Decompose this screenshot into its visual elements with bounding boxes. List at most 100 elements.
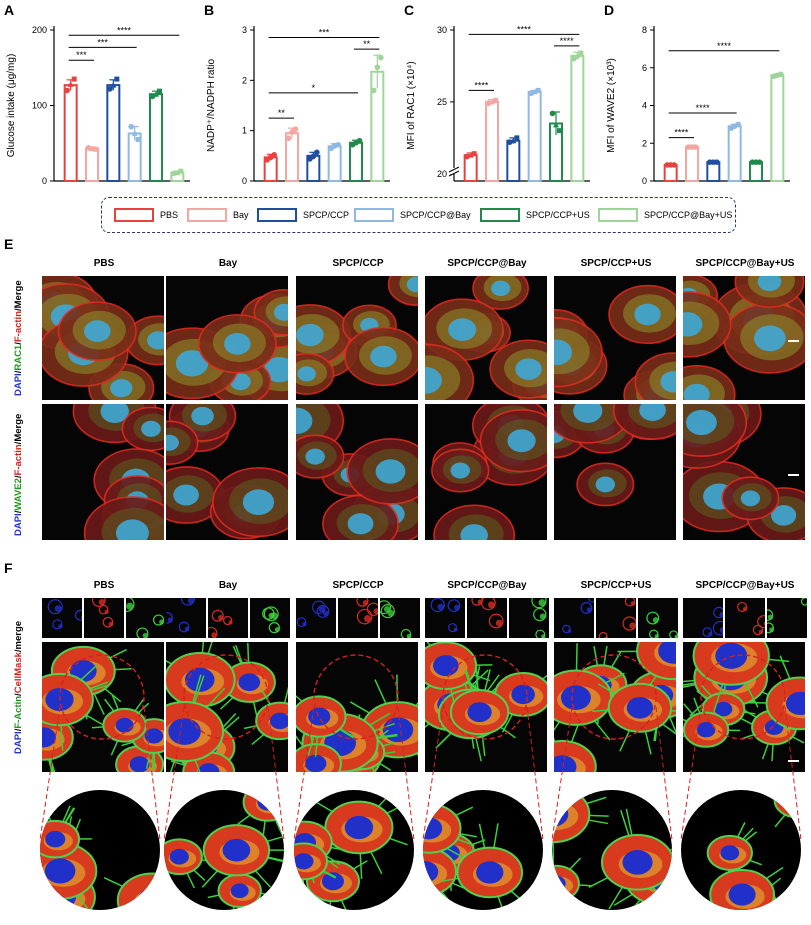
cell-stain: [488, 613, 504, 629]
cell-stain: [218, 615, 224, 621]
zoom-connector-line: [680, 706, 702, 841]
cell-stain: [652, 617, 659, 623]
cell-stain: [719, 611, 723, 618]
y-axis-title: MFI of WAVE2 (×10³): [606, 58, 617, 153]
significance-label: ***: [97, 37, 108, 47]
legend-label: SPCP/CCP@Bay: [400, 210, 471, 220]
cell-stain: [159, 619, 165, 625]
data-point: [378, 54, 384, 61]
channel-thumbnail: [166, 598, 206, 638]
column-header: SPCP/CCP+US: [580, 580, 652, 591]
cell-stain: [624, 598, 636, 607]
scale-bar: [788, 340, 799, 342]
micrograph-tile: [425, 276, 547, 400]
cell-stain: [742, 606, 748, 612]
cell-stain: [674, 634, 678, 638]
micrograph-image: [552, 790, 672, 910]
cell-nucleus: [273, 303, 288, 321]
cell-stain: [316, 604, 330, 618]
micrograph-image: [430, 598, 461, 633]
data-point: [531, 88, 538, 95]
zoom-connector-line: [143, 706, 161, 841]
cell-nucleus: [757, 276, 782, 292]
cell-nucleus: [785, 691, 805, 716]
cell-nucleus: [370, 345, 397, 368]
cell-stain: [806, 602, 807, 605]
cell-stain: [380, 604, 395, 619]
cell-stain: [268, 612, 275, 619]
micrograph-image: [42, 276, 164, 400]
data-point: [485, 100, 492, 107]
micrograph-image: [683, 642, 805, 762]
cell-stain: [104, 609, 109, 614]
zoom-connector-line: [163, 706, 185, 841]
cell-stain: [152, 614, 165, 626]
significance-label: ****: [474, 80, 489, 90]
cell-stain: [380, 600, 392, 615]
y-tick-label: 4: [642, 101, 647, 111]
data-point: [353, 139, 359, 146]
scale-bar: [788, 474, 799, 476]
column-header: PBS: [93, 580, 115, 591]
cell-stain: [126, 602, 134, 610]
column-header: PBS: [93, 258, 115, 269]
y-tick-label: 20: [437, 169, 447, 179]
micrograph-tile: [42, 276, 164, 400]
legend-label: SPCP/CCP+US: [526, 210, 590, 220]
micrograph-image: [296, 674, 418, 772]
cell-nucleus: [269, 712, 288, 730]
data-point: [710, 159, 717, 165]
zoomed-circle-image: [164, 790, 284, 910]
legend-label: PBS: [160, 210, 179, 220]
data-point: [110, 82, 117, 88]
micrograph-tile: [296, 404, 418, 540]
data-point: [371, 87, 377, 94]
cell-stain: [586, 607, 593, 613]
cell-stain: [166, 612, 173, 624]
cell-stain: [400, 628, 412, 638]
zoom-connector-line: [293, 706, 315, 841]
legend-item: SPCP/CCP+US: [480, 208, 590, 222]
cell-nucleus: [141, 420, 161, 437]
micrograph-image: [683, 276, 805, 400]
cell-nucleus: [321, 872, 344, 891]
data-point: [89, 145, 95, 152]
significance-label: ****: [674, 128, 689, 138]
cell-stain: [448, 623, 458, 633]
micrograph-image: [737, 601, 765, 636]
micrograph-tile: [42, 404, 164, 540]
cell-stain: [800, 598, 807, 606]
channel-thumbnail: [42, 598, 82, 638]
data-point: [114, 76, 120, 82]
cell-stain: [769, 627, 774, 633]
cell-stain: [649, 629, 659, 638]
legend-swatch: [187, 208, 227, 222]
micrograph-image: [471, 598, 504, 629]
legend-label: SPCP/CCP@Bay+US: [644, 210, 733, 220]
data-point: [67, 81, 74, 87]
data-point: [553, 121, 559, 128]
micrograph-image: [296, 600, 330, 628]
legend-item: SPCP/CCP@Bay: [354, 208, 471, 222]
significance-label: ****: [117, 25, 132, 35]
cell-stain: [323, 610, 329, 617]
cell-stain: [108, 621, 114, 627]
cell-nucleus: [626, 696, 654, 719]
cell-stain: [629, 622, 636, 629]
legend-label: SPCP/CCP: [303, 210, 350, 220]
y-tick-label: 1: [242, 126, 247, 136]
data-point: [135, 136, 141, 142]
data-point: [93, 146, 98, 152]
data-point: [314, 149, 320, 156]
micrograph-image: [425, 276, 547, 400]
y-tick-label: 6: [642, 63, 647, 73]
zoomed-circle-image: [294, 790, 414, 910]
column-header: Bay: [218, 258, 238, 269]
data-point: [85, 144, 92, 151]
cell-stain: [669, 630, 678, 638]
data-point: [557, 128, 562, 134]
cell-nucleus: [238, 673, 261, 692]
cell-nucleus: [406, 276, 418, 293]
panel-letter-d: D: [604, 2, 615, 18]
